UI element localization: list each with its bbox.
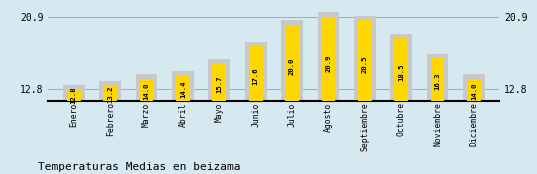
Bar — [358, 20, 372, 101]
Text: 14.0: 14.0 — [143, 82, 149, 100]
Text: 12.8: 12.8 — [71, 87, 77, 104]
Text: 13.2: 13.2 — [107, 85, 113, 103]
Bar — [285, 25, 299, 101]
Text: 14.0: 14.0 — [471, 82, 477, 100]
Text: 16.3: 16.3 — [434, 73, 440, 90]
Bar — [103, 86, 117, 101]
Bar — [427, 54, 448, 101]
Text: 20.0: 20.0 — [289, 58, 295, 76]
Bar — [431, 58, 445, 101]
Bar — [390, 34, 412, 101]
Text: 15.7: 15.7 — [216, 75, 222, 93]
Bar — [136, 74, 157, 101]
Bar — [245, 42, 266, 101]
Bar — [317, 12, 339, 101]
Bar — [63, 85, 85, 101]
Bar — [394, 38, 408, 101]
Text: 18.5: 18.5 — [398, 64, 404, 81]
Bar — [281, 20, 303, 101]
Bar — [249, 46, 263, 101]
Bar — [99, 81, 121, 101]
Text: 20.9: 20.9 — [325, 54, 331, 72]
Bar — [172, 70, 194, 101]
Bar — [463, 74, 485, 101]
Text: 20.5: 20.5 — [362, 56, 368, 73]
Bar — [208, 59, 230, 101]
Text: 14.4: 14.4 — [180, 81, 186, 98]
Bar — [354, 16, 376, 101]
Bar — [140, 78, 154, 101]
Bar — [176, 75, 190, 101]
Bar — [467, 78, 481, 101]
Text: 17.6: 17.6 — [253, 68, 259, 85]
Bar — [213, 63, 226, 101]
Text: Temperaturas Medias en beizama: Temperaturas Medias en beizama — [38, 162, 240, 172]
Bar — [67, 89, 81, 101]
Bar — [322, 17, 335, 101]
